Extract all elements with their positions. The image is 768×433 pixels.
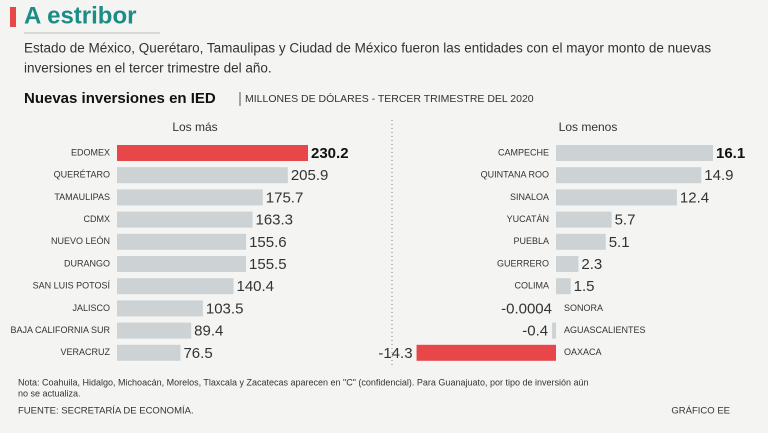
bar xyxy=(117,256,247,272)
category-label: VERACRUZ xyxy=(60,347,110,357)
note-line: no se actualiza. xyxy=(18,388,81,398)
bar xyxy=(556,256,579,272)
category-label: DURANGO xyxy=(64,258,110,268)
category-label: NUEVO LEÓN xyxy=(51,236,110,246)
bar xyxy=(117,278,234,295)
category-label: QUINTANA ROO xyxy=(481,170,549,180)
bar xyxy=(556,278,571,295)
bar xyxy=(117,322,192,339)
category-label: TAMAULIPAS xyxy=(54,192,110,202)
source: FUENTE: SECRETARÍA DE ECONOMÍA. xyxy=(18,406,194,417)
value-label: 14.9 xyxy=(704,167,733,184)
bar xyxy=(556,211,612,228)
category-label: EDOMEX xyxy=(71,147,110,157)
value-label: -0.0004 xyxy=(501,300,552,317)
category-label: COLIMA xyxy=(514,281,549,291)
value-label: 103.5 xyxy=(206,300,244,317)
category-label: AGUASCALIENTES xyxy=(564,325,646,335)
bar xyxy=(556,233,606,250)
bar xyxy=(552,322,556,339)
category-label: BAJA CALIFORNIA SUR xyxy=(10,325,110,335)
category-label: SAN LUIS POTOSÍ xyxy=(33,281,111,291)
category-label: CDMX xyxy=(84,214,111,224)
value-label: 5.1 xyxy=(609,234,630,251)
value-label: 89.4 xyxy=(194,323,223,340)
value-label: 175.7 xyxy=(266,189,304,206)
bar xyxy=(117,233,247,250)
bar xyxy=(556,189,677,206)
category-label: OAXACA xyxy=(564,347,602,357)
category-label: YUCATÁN xyxy=(507,214,549,224)
value-label: 140.4 xyxy=(236,278,274,295)
category-label: SINALOA xyxy=(510,192,549,202)
value-label: -14.3 xyxy=(378,345,412,362)
category-label: CAMPECHE xyxy=(498,147,549,157)
category-label: JALISCO xyxy=(72,303,110,313)
panel-title: Los más xyxy=(172,120,217,134)
description-line: inversiones en el tercer trimestre del a… xyxy=(24,61,272,76)
value-label: 76.5 xyxy=(183,345,212,362)
category-label: PUEBLA xyxy=(513,236,549,246)
value-label: 2.3 xyxy=(581,256,602,273)
bar xyxy=(117,167,288,184)
value-label: 155.5 xyxy=(249,256,287,273)
value-label: 205.9 xyxy=(291,167,329,184)
category-label: GUERRERO xyxy=(497,258,549,268)
value-label: 16.1 xyxy=(716,145,745,162)
panel-title: Los menos xyxy=(559,120,618,134)
value-label: 230.2 xyxy=(311,145,349,162)
title-marker xyxy=(10,7,16,27)
value-label: 5.7 xyxy=(615,212,636,229)
bar xyxy=(117,189,263,206)
value-label: -0.4 xyxy=(522,323,548,340)
credit: GRÁFICO EE xyxy=(671,406,730,417)
description-line: Estado de México, Querétaro, Tamaulipas … xyxy=(24,41,711,56)
bar xyxy=(117,211,253,228)
value-label: 1.5 xyxy=(574,278,595,295)
bar xyxy=(117,344,181,361)
value-label: 155.6 xyxy=(249,234,287,251)
category-label: QUERÉTARO xyxy=(54,170,110,180)
note-line: Nota: Coahuila, Hidalgo, Michoacán, More… xyxy=(18,377,589,387)
bar xyxy=(416,344,556,361)
bar xyxy=(556,145,713,161)
bar xyxy=(117,300,203,317)
chart-title: Nuevas inversiones en IED xyxy=(24,90,216,107)
bar xyxy=(117,145,308,161)
value-label: 163.3 xyxy=(255,212,293,229)
value-label: 12.4 xyxy=(680,189,709,206)
chart-subtitle: MILLONES DE DÓLARES - TERCER TRIMESTRE D… xyxy=(245,92,534,105)
page-title: A estribor xyxy=(24,2,136,29)
category-label: SONORA xyxy=(564,303,603,313)
bar xyxy=(556,167,702,184)
